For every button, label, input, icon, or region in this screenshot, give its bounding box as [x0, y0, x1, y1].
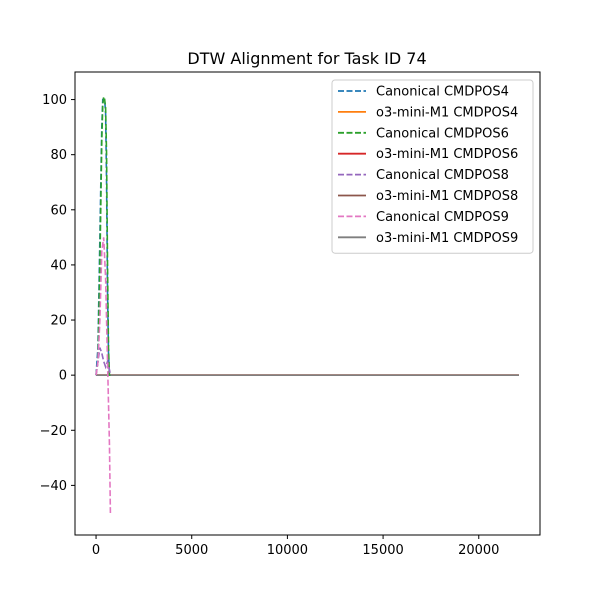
legend-label-o3-mini-m1-cmdpos8: o3-mini-M1 CMDPOS8 — [376, 189, 518, 204]
y-tick-label: 40 — [50, 258, 67, 273]
y-tick-label: 60 — [50, 203, 67, 218]
legend-label-o3-mini-m1-cmdpos4: o3-mini-M1 CMDPOS4 — [376, 105, 518, 120]
series-layer — [95, 96, 519, 513]
y-tick-label: −20 — [40, 424, 67, 439]
y-tick-label: 100 — [42, 93, 67, 108]
x-tick-label: 5000 — [175, 543, 208, 558]
x-tick-label: 10000 — [267, 543, 308, 558]
x-tick-label: 20000 — [458, 543, 499, 558]
legend-label-canonical-cmdpos9: Canonical CMDPOS9 — [376, 210, 509, 225]
series-line-canonical-cmdpos6 — [95, 96, 111, 376]
x-tick-label: 0 — [92, 543, 100, 558]
legend-box — [331, 79, 534, 254]
y-tick-label: 80 — [50, 148, 67, 163]
x-tick-label: 15000 — [362, 543, 403, 558]
legend: Canonical CMDPOS4 o3-mini-M1 CMDPOS4 Canon… — [331, 79, 534, 254]
legend-label-o3-mini-m1-cmdpos6: o3-mini-M1 CMDPOS6 — [376, 147, 518, 162]
legend-label-canonical-cmdpos6: Canonical CMDPOS6 — [376, 126, 509, 141]
legend-label-canonical-cmdpos4: Canonical CMDPOS4 — [376, 85, 509, 100]
y-tick-label: 20 — [50, 314, 67, 329]
legend-label-o3-mini-m1-cmdpos9: o3-mini-M1 CMDPOS9 — [376, 231, 518, 246]
y-tick-label: −40 — [40, 479, 67, 494]
legend-label-canonical-cmdpos8: Canonical CMDPOS8 — [376, 168, 509, 183]
chart-title: DTW Alignment for Task ID 74 — [187, 49, 426, 68]
y-tick-label: 0 — [59, 369, 67, 384]
plot-frame — [74, 71, 541, 536]
axes-layer: 0 5000 10000 15000 20000 −40 −20 0 20 40 60 80 100 — [40, 71, 541, 558]
series-line-canonical-cmdpos9 — [95, 237, 112, 513]
